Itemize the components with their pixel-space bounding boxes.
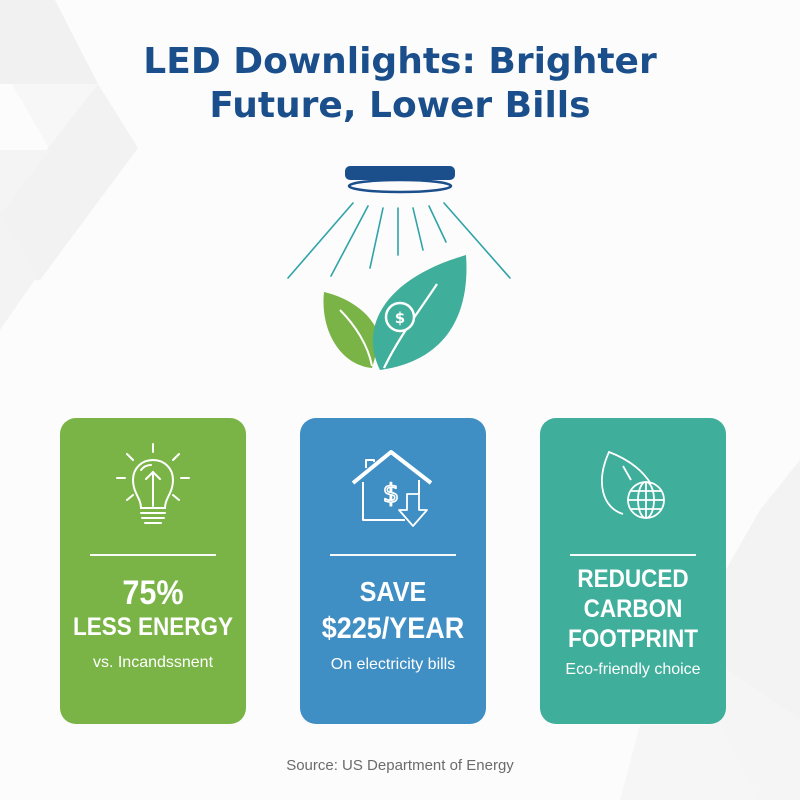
- svg-text:$: $: [395, 309, 405, 327]
- leaf-globe-icon: [601, 450, 665, 519]
- stat-line-2: CARBON: [583, 595, 683, 623]
- stat-label: SAVE: [359, 576, 427, 607]
- ceiling-downlight-icon: [345, 166, 455, 194]
- stat-line-3: FOOTPRINT: [568, 625, 698, 653]
- card-headline: 75% LESS ENERGY: [60, 574, 246, 642]
- card-subtext: On electricity bills: [330, 656, 456, 673]
- downlight-leaf-illustration: $: [287, 166, 511, 370]
- stat-value: $225/YEAR: [321, 612, 465, 645]
- stat-label: LESS ENERGY: [72, 613, 234, 641]
- card-divider: [90, 554, 216, 556]
- dollar-coin-icon: $: [384, 301, 416, 333]
- stat-card-carbon: REDUCED CARBON FOOTPRINT Eco-friendly ch…: [540, 418, 726, 724]
- stat-line-1: REDUCED: [577, 565, 689, 593]
- card-divider: [330, 554, 456, 556]
- lightbulb-up-arrow-icon: [116, 443, 190, 524]
- card-subtext: vs. Incandssnent: [92, 654, 214, 671]
- title-line-1: LED Downlights: Brighter: [143, 41, 657, 82]
- svg-text:$: $: [383, 479, 400, 509]
- title-line-2: Future, Lower Bills: [209, 85, 591, 126]
- card-headline: SAVE $225/YEAR: [300, 574, 486, 648]
- stat-card-energy: 75% LESS ENERGY vs. Incandssnent: [60, 418, 246, 724]
- stat-value: 75%: [122, 574, 184, 612]
- stat-card-savings: $ SAVE $225/YEAR On electricity bills: [300, 418, 486, 724]
- card-divider: [570, 554, 696, 556]
- card-headline: REDUCED CARBON FOOTPRINT: [540, 564, 726, 654]
- source-caption: Source: US Department of Energy: [286, 757, 514, 774]
- page-title: LED Downlights: Brighter Future, Lower B…: [0, 40, 800, 128]
- leaf-icon: [323, 255, 467, 370]
- card-subtext: Eco-friendly choice: [565, 661, 701, 678]
- house-dollar-down-arrow-icon: $: [351, 450, 433, 527]
- light-rays: [287, 202, 511, 279]
